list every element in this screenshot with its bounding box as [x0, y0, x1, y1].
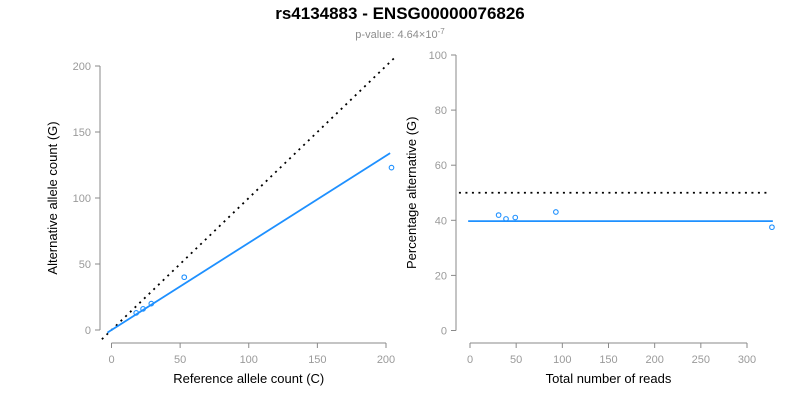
y-tick-label: 150 [73, 127, 91, 139]
identity-dotted-line [101, 56, 397, 340]
percentage-reads-scatter: 0 50 100 150 200 250 300 0 20 40 60 80 100 Total numb… [404, 50, 775, 386]
x-tick-label: 150 [308, 354, 326, 366]
pvalue-text: p-value: 4.64×10 [355, 29, 438, 41]
x-tick-label: 0 [467, 354, 473, 366]
x-tick-label: 0 [108, 354, 114, 366]
data-point [140, 306, 146, 312]
x-tick-label: 250 [692, 354, 710, 366]
data-point [148, 300, 155, 307]
x-axis-title: Reference allele count (C) [173, 371, 324, 386]
y-tick-label: 100 [429, 50, 447, 62]
data-point [133, 309, 140, 316]
x-tick-label: 50 [174, 354, 186, 366]
data-point [553, 209, 559, 215]
y-tick-label: 200 [73, 61, 91, 73]
data-point [181, 274, 188, 281]
y-tick-label: 100 [73, 193, 91, 205]
data-point [512, 214, 519, 221]
y-tick-label: 0 [441, 326, 447, 338]
data-point [503, 216, 509, 222]
pvalue-exponent: -7 [437, 27, 445, 36]
y-tick-label: 60 [435, 160, 447, 172]
x-tick-label: 300 [738, 354, 756, 366]
x-tick-label: 200 [377, 354, 395, 366]
data-point [388, 164, 395, 171]
y-tick-label: 40 [435, 215, 447, 227]
data-point [769, 224, 775, 231]
x-tick-label: 100 [553, 354, 571, 366]
y-tick-label: 0 [85, 325, 91, 337]
y-tick-label: 80 [435, 105, 447, 117]
data-point [495, 212, 502, 218]
y-axis-title: Percentage alternative (G) [404, 117, 419, 269]
x-tick-label: 50 [510, 354, 522, 366]
y-tick-label: 50 [79, 259, 91, 271]
fitted-ratio-line [106, 152, 391, 334]
y-tick-label: 20 [435, 270, 447, 282]
allele-count-scatter: 0 50 100 150 200 0 50 100 150 200 Reference allele… [45, 56, 397, 386]
x-tick-label: 100 [240, 354, 258, 366]
pvalue-subtitle: p-value: 4.64×10-7 [0, 27, 800, 41]
y-axis-title: Alternative allele count (G) [45, 121, 60, 274]
x-tick-label: 150 [599, 354, 617, 366]
page-title: rs4134883 - ENSG00000076826 [275, 4, 525, 23]
x-tick-label: 200 [645, 354, 663, 366]
x-axis-title: Total number of reads [546, 371, 672, 386]
